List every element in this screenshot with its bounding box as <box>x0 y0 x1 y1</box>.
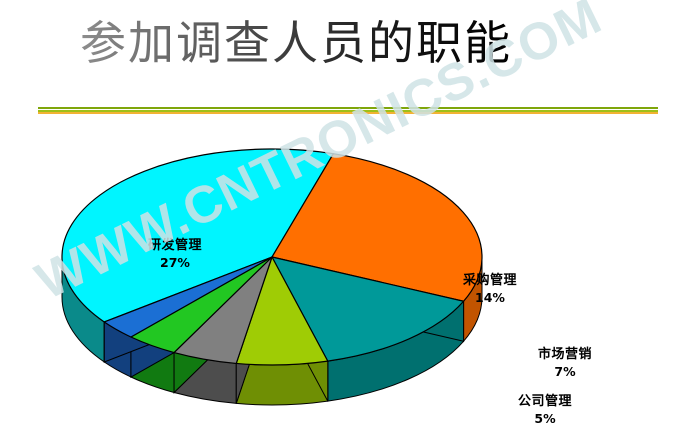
divider-line-olive <box>38 110 658 112</box>
pie-label-value: 14% <box>475 289 505 305</box>
pie-label-value: 7% <box>554 363 576 379</box>
pie-slice-研发管理[interactable] <box>271 153 483 302</box>
pie-chart: 研发管理 27% 采购管理 14% 市场营销 7% 公司管理 5% 物流/供应/… <box>0 105 680 441</box>
pie-label-purchasing: 采购管理 14% <box>430 272 550 306</box>
pie-chart-graphic <box>61 148 483 406</box>
pie-slice-采购管理[interactable] <box>271 256 465 362</box>
pie-label-rd-management: 研发管理 27% <box>115 237 235 271</box>
pie-label-corporate-management: 公司管理 5% <box>490 393 600 427</box>
divider-line-gap <box>38 109 658 110</box>
pie-label-value: 27% <box>160 254 190 270</box>
divider-line-green <box>38 107 658 109</box>
pie-slice-电路设计[interactable] <box>61 148 334 323</box>
pie-label-name: 市场营销 <box>537 347 592 362</box>
pie-label-name: 采购管理 <box>462 273 517 288</box>
pie-label-name: 公司管理 <box>517 394 572 409</box>
pie-label-marketing: 市场营销 7% <box>510 346 620 380</box>
title-divider-rule <box>38 107 658 114</box>
page-title: 参加调查人员的职能 <box>80 16 512 70</box>
title-block: 参加调查人员的职能 <box>0 10 680 114</box>
pie-label-name: 研发管理 <box>147 238 202 253</box>
pie-label-value: 5% <box>534 410 556 426</box>
pie-top-surfaces <box>61 148 483 366</box>
divider-line-orange <box>38 112 658 114</box>
pie-slice-质量管理[interactable] <box>103 256 273 338</box>
